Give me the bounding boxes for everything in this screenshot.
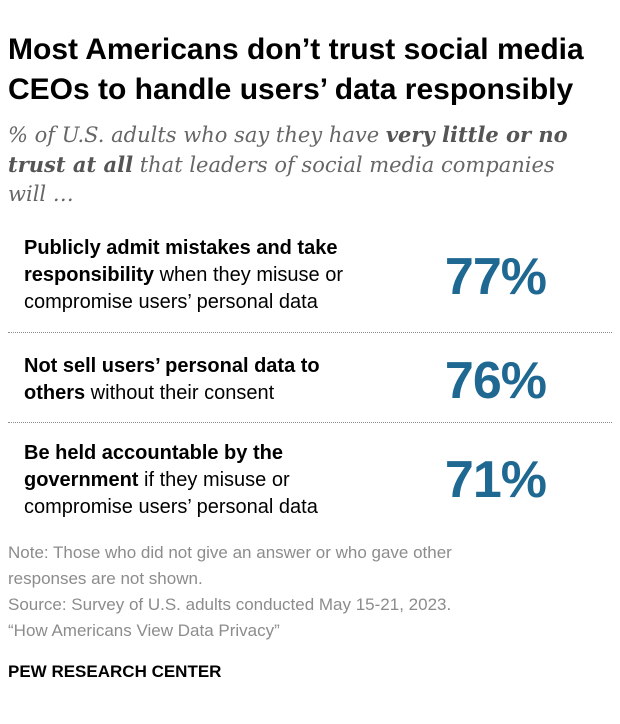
chart-title-line-2: CEOs to handle users’ data responsibly: [8, 73, 574, 106]
row-value: 71%: [444, 451, 547, 509]
row-label-line-2: responsibility when they misuse or: [24, 262, 343, 289]
source-line: Source: Survey of U.S. adults conducted …: [8, 595, 452, 614]
row-label-line-3: compromise users’ personal data: [24, 291, 318, 313]
chart-title-line-1: Most Americans don’t trust social media: [8, 33, 584, 66]
row-divider: [8, 332, 612, 333]
row-label-bold: Publicly admit mistakes and take: [24, 237, 338, 259]
row-label-text: if they misuse or: [138, 469, 290, 491]
chart-subtitle: % of U.S. adults who say they have very …: [8, 120, 612, 209]
table-row: Be held accountable by the government if…: [24, 440, 604, 528]
row-label-text: without their consent: [85, 382, 275, 404]
row-value: 76%: [444, 352, 547, 410]
subtitle-text-1a: % of U.S. adults who say they have: [8, 123, 386, 147]
row-label-line-2: government if they misuse or: [24, 467, 318, 494]
chart-notes: Note: Those who did not give an answer o…: [8, 540, 612, 644]
row-label-bold: responsibility: [24, 264, 155, 286]
subtitle-line-3: will …: [8, 182, 74, 206]
table-row: Not sell users’ personal data to others …: [24, 353, 604, 413]
row-label: Publicly admit mistakes and take respons…: [24, 235, 343, 316]
row-label-bold: Be held accountable by the: [24, 442, 283, 464]
table-row: Publicly admit mistakes and take respons…: [24, 235, 604, 323]
row-label: Not sell users’ personal data to others …: [24, 353, 320, 407]
note-line-2: responses are not shown.: [8, 569, 203, 588]
brand-logo-text: PEW RESEARCH CENTER: [8, 662, 222, 681]
row-divider: [8, 422, 612, 423]
note-line-1: Note: Those who did not give an answer o…: [8, 543, 452, 562]
report-title: “How Americans View Data Privacy”: [8, 621, 280, 640]
subtitle-line-1: % of U.S. adults who say they have very …: [8, 120, 612, 150]
row-label-line-1: Be held accountable by the: [24, 440, 318, 467]
subtitle-line-2: trust at all that leaders of social medi…: [8, 150, 612, 180]
row-label-bold: others: [24, 382, 86, 404]
subtitle-emphasis-1: very little or no: [385, 122, 568, 147]
row-label-bold: government: [24, 469, 139, 491]
row-label-line-1: Not sell users’ personal data to: [24, 353, 320, 380]
row-value: 77%: [444, 248, 547, 306]
subtitle-text-2b: that leaders of social media companies: [133, 153, 555, 177]
row-label-line-1: Publicly admit mistakes and take: [24, 235, 343, 262]
row-label: Be held accountable by the government if…: [24, 440, 318, 521]
subtitle-emphasis-2: trust at all: [8, 152, 134, 177]
chart-title: Most Americans don’t trust social media …: [8, 30, 612, 110]
row-label-line-2: others without their consent: [24, 380, 320, 407]
row-label-text: when they misuse or: [154, 264, 344, 286]
row-label-bold: Not sell users’ personal data to: [24, 355, 320, 377]
row-label-line-3: compromise users’ personal data: [24, 496, 318, 518]
